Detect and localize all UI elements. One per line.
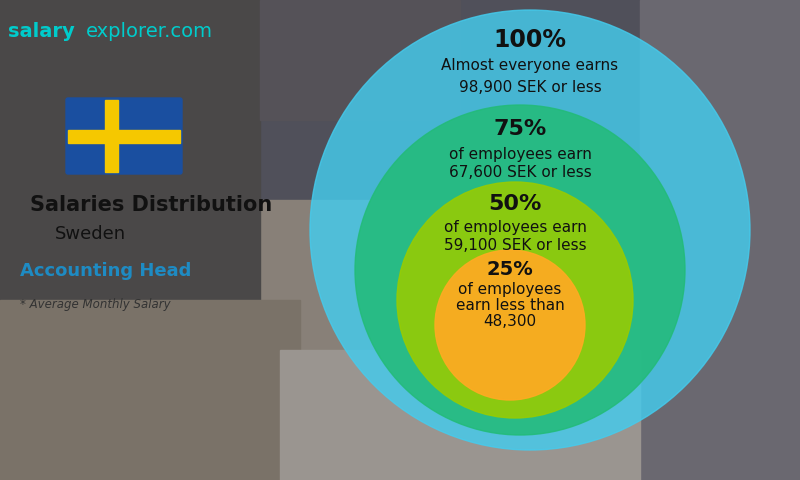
- Bar: [0, 0, 260, 480]
- Text: Salaries Distribution: Salaries Distribution: [30, 195, 272, 215]
- Bar: [68, 130, 180, 143]
- Circle shape: [397, 182, 633, 418]
- Text: of employees earn: of employees earn: [443, 220, 586, 235]
- Text: 59,100 SEK or less: 59,100 SEK or less: [444, 238, 586, 253]
- Text: Sweden: Sweden: [55, 225, 126, 243]
- Text: 25%: 25%: [486, 260, 534, 279]
- Text: * Average Monthly Salary: * Average Monthly Salary: [20, 298, 170, 311]
- Bar: [640, 0, 800, 480]
- Text: 67,600 SEK or less: 67,600 SEK or less: [449, 165, 591, 180]
- Text: 75%: 75%: [494, 119, 546, 139]
- Text: of employees: of employees: [458, 282, 562, 297]
- Text: salary: salary: [8, 22, 74, 41]
- Text: 48,300: 48,300: [483, 314, 537, 329]
- Circle shape: [355, 105, 685, 435]
- Text: Accounting Head: Accounting Head: [20, 262, 191, 280]
- Bar: [280, 350, 640, 480]
- Bar: [260, 0, 460, 120]
- Text: Almost everyone earns: Almost everyone earns: [442, 58, 618, 73]
- Text: of employees earn: of employees earn: [449, 147, 591, 162]
- Bar: [0, 300, 300, 480]
- Text: 100%: 100%: [494, 28, 566, 52]
- Text: 98,900 SEK or less: 98,900 SEK or less: [458, 80, 602, 95]
- FancyBboxPatch shape: [66, 98, 182, 174]
- Bar: [105, 100, 118, 172]
- Circle shape: [310, 10, 750, 450]
- Text: explorer.com: explorer.com: [86, 22, 213, 41]
- Text: earn less than: earn less than: [456, 298, 564, 313]
- Circle shape: [435, 250, 585, 400]
- Bar: [0, 0, 800, 200]
- Bar: [0, 200, 800, 480]
- Text: 50%: 50%: [488, 194, 542, 214]
